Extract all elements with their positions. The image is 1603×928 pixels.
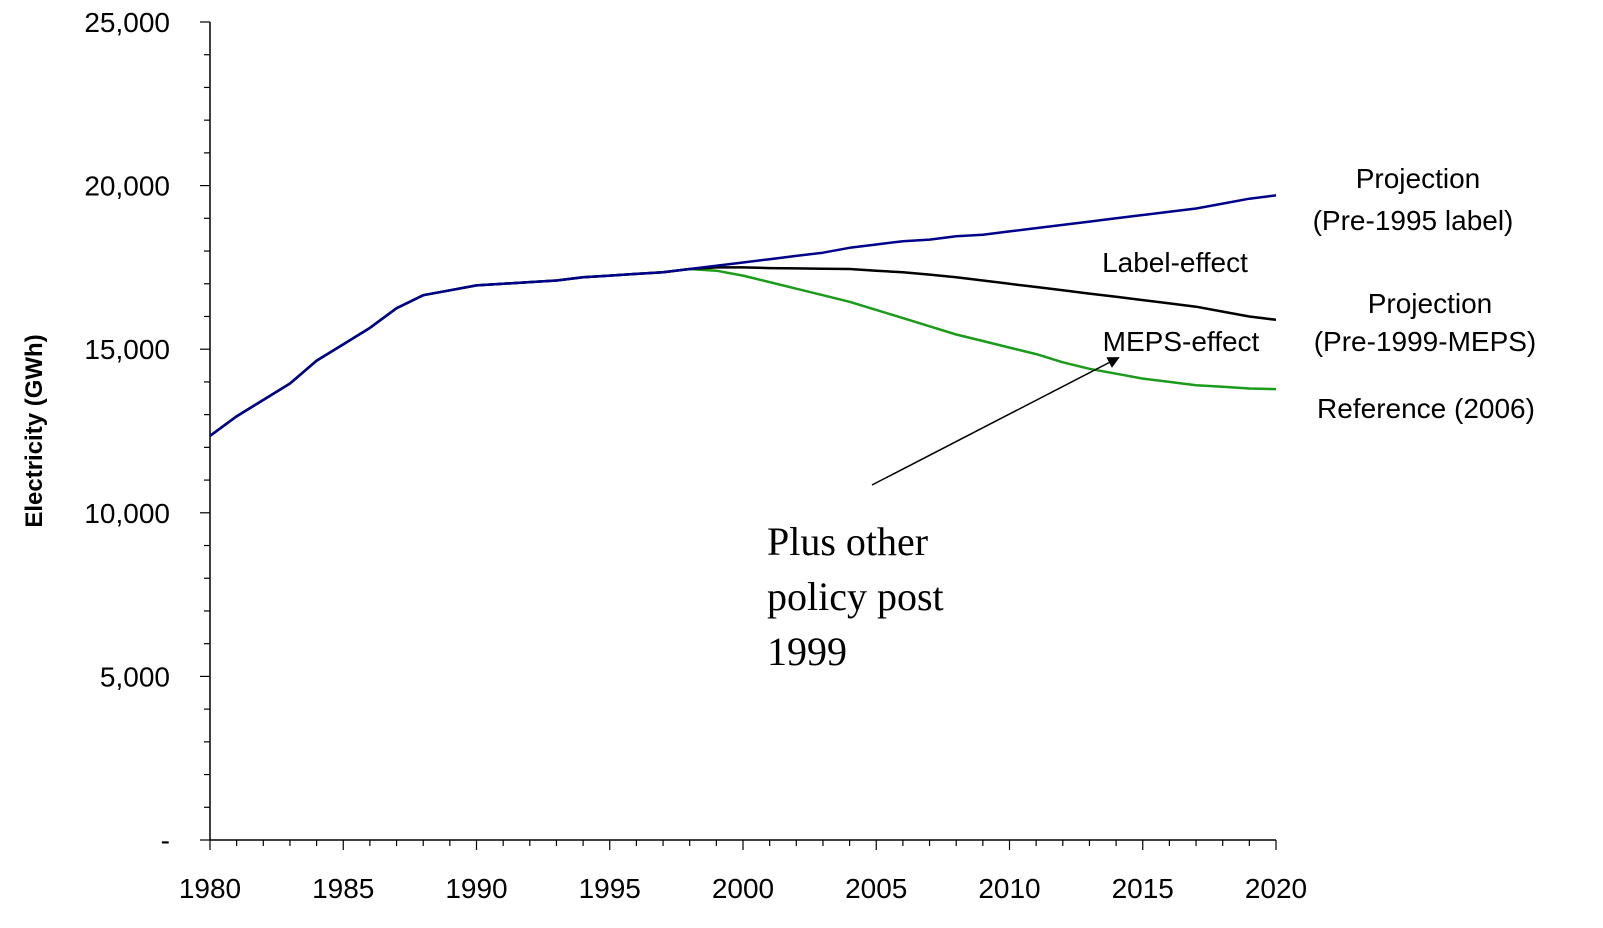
projection-meps-line2: (Pre-1999-MEPS) [1314, 326, 1537, 357]
series-annotations: Projection (Pre-1995 label) Label-effect… [767, 163, 1536, 674]
y-tick-label: 5,000 [100, 661, 170, 692]
y-tick-label: 15,000 [84, 334, 170, 365]
x-tick-label: 2005 [845, 873, 907, 904]
x-tick-label: 2010 [978, 873, 1040, 904]
x-ticks: 1980 1985 1990 1995 2000 2005 2010 2015 2020 [179, 840, 1307, 904]
note-arrow [871, 357, 1120, 486]
projection-label-line2: (Pre-1995 label) [1313, 205, 1514, 236]
x-tick-label: 1980 [179, 873, 241, 904]
x-tick-label: 1990 [445, 873, 507, 904]
note-line1: Plus other [767, 519, 928, 564]
x-tick-label: 1985 [312, 873, 374, 904]
reference-label: Reference (2006) [1317, 393, 1535, 424]
y-tick-label: 25,000 [84, 7, 170, 38]
label-effect-text: Label-effect [1102, 247, 1248, 278]
y-tick-label: 10,000 [84, 498, 170, 529]
y-tick-label: - [161, 825, 170, 856]
y-axis-label: Electricity (GWh) [21, 334, 48, 527]
projection-meps-line1: Projection [1368, 288, 1493, 319]
note-line2: policy post [767, 574, 944, 619]
x-tick-label: 1995 [579, 873, 641, 904]
y-ticks: - 5,000 10,000 15,000 20,000 25,000 [84, 7, 210, 856]
series-line-2 [209, 194, 1277, 437]
note-line3: 1999 [767, 629, 847, 674]
x-tick-label: 2000 [712, 873, 774, 904]
x-tick-label: 2015 [1112, 873, 1174, 904]
x-tick-label: 2020 [1245, 873, 1307, 904]
series-lines [209, 194, 1277, 437]
y-tick-label: 20,000 [84, 171, 170, 202]
projection-label-line1: Projection [1356, 163, 1481, 194]
meps-effect-text: MEPS-effect [1103, 326, 1260, 357]
